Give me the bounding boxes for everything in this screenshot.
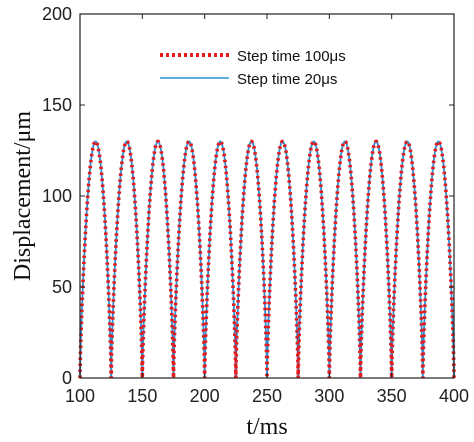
x-tick-label: 350	[377, 386, 407, 406]
legend: Step time 100μs Step time 20μs	[160, 48, 346, 88]
y-tick-label: 150	[42, 95, 72, 115]
x-axis-title: t/ms	[246, 414, 287, 440]
y-axis-title: Displacement/μm	[10, 111, 36, 281]
x-tick-label: 250	[252, 386, 282, 406]
legend-label-100us: Step time 100μs	[237, 48, 346, 65]
x-tick-label: 150	[127, 386, 157, 406]
ticks-layer: 100 150 200 250 300 350 400 0 50 100 150 200	[42, 4, 469, 406]
x-tick-label: 100	[65, 386, 95, 406]
x-tick-label: 300	[314, 386, 344, 406]
legend-label-20us: Step time 20μs	[237, 71, 337, 88]
x-tick-label: 400	[439, 386, 469, 406]
y-tick-label: 100	[42, 186, 72, 206]
y-tick-label: 0	[62, 368, 72, 388]
y-tick-label: 50	[52, 277, 72, 297]
y-tick-label: 200	[42, 4, 72, 24]
x-tick-label: 200	[190, 386, 220, 406]
plot-area	[80, 14, 454, 378]
